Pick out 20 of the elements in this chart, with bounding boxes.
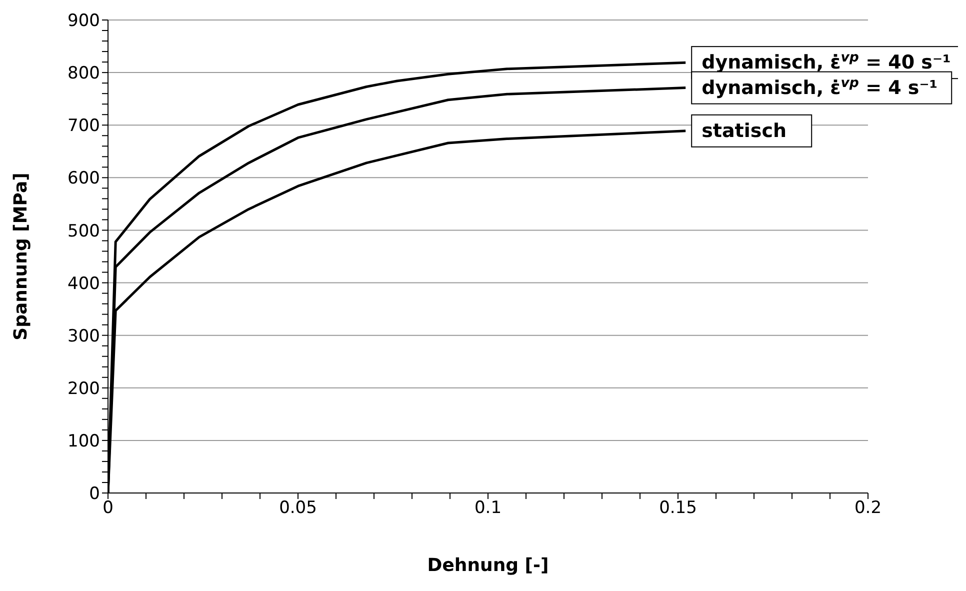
series-label: dynamisch, ε̇$^{vp}$= 40 s⁻¹ (702, 50, 951, 74)
y-tick-label: 700 (68, 116, 100, 136)
y-axis-title: Spannung [MPa] (10, 172, 32, 340)
series-label: dynamisch, ε̇$^{vp}$= 4 s⁻¹ (702, 75, 938, 99)
x-tick-label: 0.2 (854, 498, 882, 518)
x-axis-title: Dehnung [-] (427, 555, 549, 576)
y-tick-label: 100 (68, 431, 100, 452)
y-tick-label: 0 (89, 484, 100, 504)
x-tick-label: 0 (102, 498, 114, 518)
x-tick-label: 0.1 (474, 498, 502, 518)
series-label: statisch (702, 120, 787, 142)
x-tick-label: 0.05 (279, 498, 317, 518)
y-tick-label: 400 (68, 274, 100, 294)
y-tick-label: 500 (68, 221, 100, 242)
y-tick-label: 900 (68, 11, 100, 32)
x-tick-label: 0.15 (659, 498, 697, 518)
y-tick-label: 800 (68, 64, 100, 84)
y-tick-label: 200 (68, 378, 100, 399)
y-tick-label: 300 (68, 326, 100, 346)
y-tick-label: 600 (68, 168, 100, 189)
